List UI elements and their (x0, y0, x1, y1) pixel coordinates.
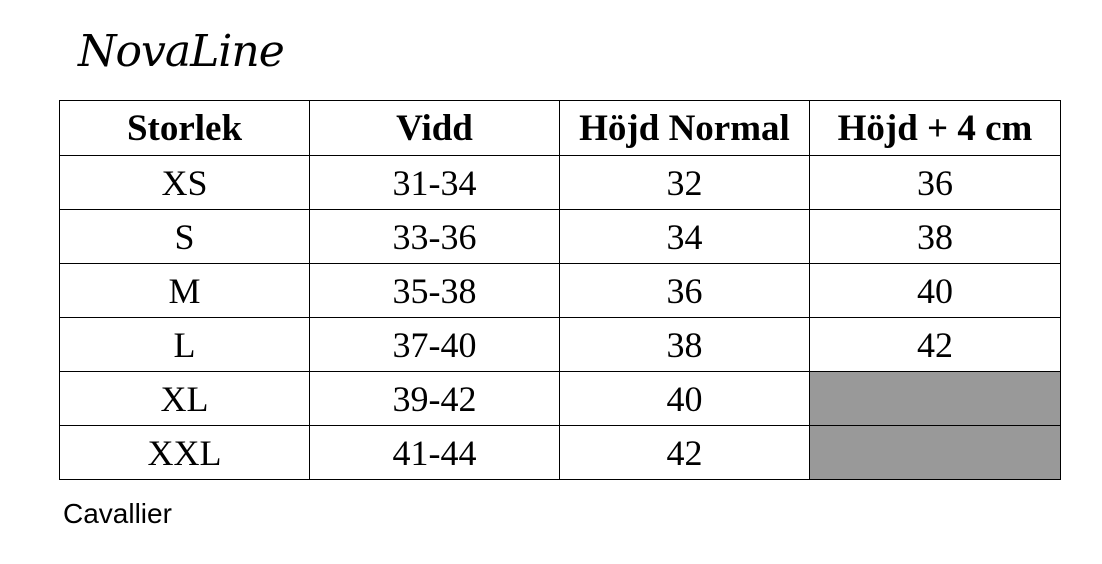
cell-height-plus4: 38 (809, 209, 1061, 264)
header-hojd-normal: Höjd Normal (559, 100, 810, 156)
cell-height-normal: 42 (559, 425, 810, 480)
cell-width: 37-40 (309, 317, 560, 372)
size-chart-table: Storlek Vidd Höjd Normal Höjd + 4 cm XS … (59, 100, 1061, 480)
novaline-logo: NovaLine (78, 26, 285, 77)
cell-size: S (59, 209, 310, 264)
cell-height-plus4-unavailable (809, 425, 1061, 480)
cell-height-plus4: 40 (809, 263, 1061, 318)
table-row: S 33-36 34 38 (59, 209, 1061, 264)
cell-size: M (59, 263, 310, 318)
table-row: XL 39-42 40 (59, 371, 1061, 426)
cell-size: L (59, 317, 310, 372)
cell-width: 39-42 (309, 371, 560, 426)
cell-height-normal: 34 (559, 209, 810, 264)
table-row: XXL 41-44 42 (59, 425, 1061, 480)
cell-height-normal: 40 (559, 371, 810, 426)
cell-size: XS (59, 155, 310, 210)
table-row: M 35-38 36 40 (59, 263, 1061, 318)
cell-width: 33-36 (309, 209, 560, 264)
header-hojd-plus-4cm: Höjd + 4 cm (809, 100, 1061, 156)
cell-width: 41-44 (309, 425, 560, 480)
cell-size: XXL (59, 425, 310, 480)
header-storlek: Storlek (59, 100, 310, 156)
cell-height-plus4: 42 (809, 317, 1061, 372)
header-vidd: Vidd (309, 100, 560, 156)
cell-height-plus4: 36 (809, 155, 1061, 210)
cell-height-normal: 36 (559, 263, 810, 318)
table-row: XS 31-34 32 36 (59, 155, 1061, 210)
cell-width: 31-34 (309, 155, 560, 210)
cell-height-normal: 38 (559, 317, 810, 372)
table-row: L 37-40 38 42 (59, 317, 1061, 372)
cell-height-normal: 32 (559, 155, 810, 210)
cell-height-plus4-unavailable (809, 371, 1061, 426)
table-header-row: Storlek Vidd Höjd Normal Höjd + 4 cm (59, 100, 1061, 156)
footer-brand-label: Cavallier (63, 498, 172, 529)
cell-width: 35-38 (309, 263, 560, 318)
cell-size: XL (59, 371, 310, 426)
